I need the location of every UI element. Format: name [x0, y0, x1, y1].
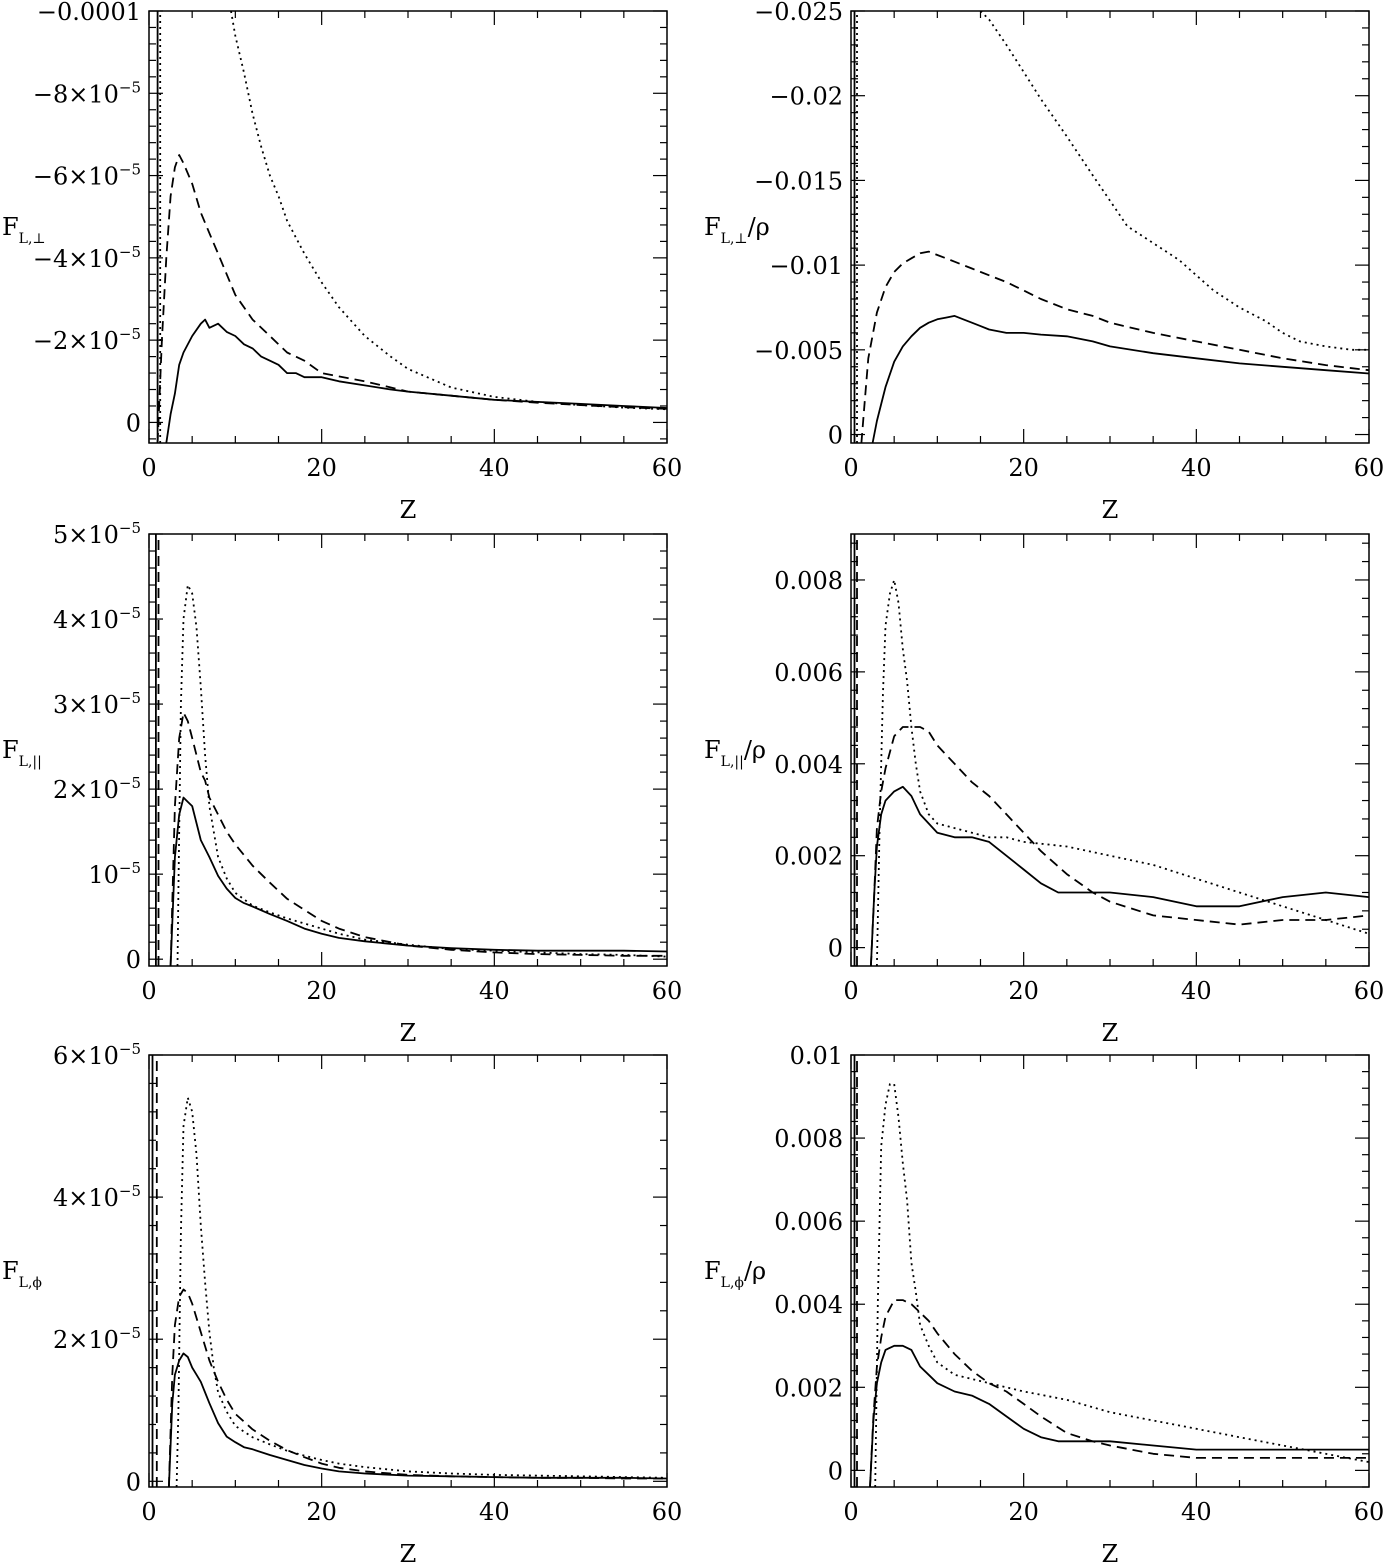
x-tick-label: 40 — [479, 454, 510, 482]
series-group — [156, 11, 667, 443]
y-axis-title: FL,ϕ — [2, 1257, 42, 1291]
x-axis-title: Z — [400, 1019, 417, 1047]
x-tick-label: 20 — [1008, 977, 1039, 1005]
y-tick-label: 0.002 — [774, 843, 843, 871]
y-axis-title: FL,||/ρ — [704, 736, 766, 770]
x-tick-label: 0 — [843, 977, 858, 1005]
chart-panel-p5: 0 20 40 60 0 2×10−5 4×10−5 6×10−5 Z FL,ϕ — [2, 1040, 682, 1564]
series-line-dashed — [869, 1299, 1369, 1487]
series-line-dotted — [979, 11, 1369, 351]
y-tick-label: 0.01 — [790, 1042, 843, 1070]
series-line-solid — [870, 785, 1369, 966]
x-axis-title: Z — [1102, 1019, 1119, 1047]
x-tick-label: 20 — [306, 1498, 337, 1526]
x-tick-label: 60 — [652, 977, 683, 1005]
y-tick-label: 3×10−5 — [53, 689, 141, 719]
x-axis-title: Z — [400, 1540, 417, 1564]
y-tick-label: 2×10−5 — [53, 774, 141, 804]
y-tick-label: 0 — [828, 1457, 843, 1485]
x-tick-label: 0 — [843, 1498, 858, 1526]
x-tick-label: 40 — [1181, 454, 1212, 482]
x-tick-label: 20 — [1008, 454, 1039, 482]
y-axis-title: FL,⊥ — [2, 213, 46, 247]
series-line-solid — [871, 314, 1369, 443]
series-line-solid — [869, 1344, 1369, 1487]
y-tick-label: 0.004 — [774, 1291, 843, 1319]
y-tick-label: 2×10−5 — [53, 1324, 141, 1354]
x-tick-label: 60 — [1354, 454, 1384, 482]
x-tick-label: 20 — [1008, 1498, 1039, 1526]
x-tick-label: 60 — [652, 454, 683, 482]
series-line-dotted — [874, 1083, 1369, 1487]
x-tick-label: 20 — [306, 454, 337, 482]
chart-panel-p4: 0 20 40 60 0 0.002 0.004 0.006 0.008 Z FL,||/ρ — [704, 533, 1384, 1047]
y-tick-label: 0 — [126, 409, 141, 437]
y-tick-label: −0.0001 — [37, 0, 141, 26]
y-tick-label: 0.006 — [774, 659, 843, 687]
x-tick-label: 0 — [141, 977, 156, 1005]
series-line-dotted — [175, 1096, 667, 1487]
x-tick-label: 40 — [1181, 977, 1212, 1005]
y-tick-label: −6×10−5 — [33, 161, 141, 191]
y-tick-label: 0.006 — [774, 1208, 843, 1236]
series-line-dotted — [176, 584, 667, 966]
y-tick-label: −4×10−5 — [33, 243, 141, 273]
chart-panel-p1: 0 20 40 60 0 −2×10−5 −4×10−5 −6×10−5 −8×10−5 −0.0… — [2, 0, 682, 524]
series-line-dashed — [860, 250, 1369, 443]
y-tick-label: −0.02 — [769, 83, 843, 111]
y-tick-label: −0.005 — [754, 337, 843, 365]
x-tick-label: 0 — [141, 454, 156, 482]
x-tick-label: 0 — [843, 454, 858, 482]
y-tick-label: 0.008 — [774, 567, 843, 595]
y-axis-title: FL,ϕ/ρ — [704, 1257, 766, 1291]
x-axis-title: Z — [400, 496, 417, 524]
y-axis-title: FL,⊥/ρ — [704, 213, 770, 247]
y-tick-label: −0.025 — [754, 0, 843, 26]
x-tick-label: 60 — [1354, 977, 1384, 1005]
y-tick-label: 4×10−5 — [53, 1182, 141, 1212]
y-tick-label: 0 — [126, 946, 141, 974]
y-tick-label: 0.008 — [774, 1125, 843, 1153]
chart-panel-p3: 0 20 40 60 0 10−5 2×10−5 3×10−5 4×10−5 5×10−5 Z FL,… — [2, 519, 682, 1047]
x-tick-label: 20 — [306, 977, 337, 1005]
y-tick-label: −8×10−5 — [33, 78, 141, 108]
series-group — [154, 534, 667, 966]
y-tick-label: 10−5 — [88, 859, 141, 889]
x-tick-label: 40 — [479, 977, 510, 1005]
series-line-dashed — [156, 154, 667, 443]
y-tick-label: 0 — [828, 422, 843, 450]
chart-panel-p2: 0 20 40 60 0 −0.005 −0.01 −0.015 −0.02 −0.025 Z FL,… — [704, 0, 1384, 524]
x-tick-label: 60 — [1354, 1498, 1384, 1526]
y-tick-label: 0 — [828, 935, 843, 963]
y-tick-label: −0.01 — [769, 252, 843, 280]
y-tick-label: 0.002 — [774, 1374, 843, 1402]
y-tick-label: −2×10−5 — [33, 325, 141, 355]
y-tick-label: −0.015 — [754, 167, 843, 195]
series-group — [853, 534, 1369, 966]
y-tick-label: 4×10−5 — [53, 604, 141, 634]
series-line-dashed — [169, 711, 667, 966]
series-line-dotted — [876, 579, 1369, 966]
series-group — [853, 11, 1369, 443]
series-group — [151, 1055, 667, 1487]
series-line-dashed — [168, 1288, 667, 1487]
y-tick-label: 5×10−5 — [53, 519, 141, 549]
y-tick-label: 6×10−5 — [53, 1040, 141, 1070]
x-axis-title: Z — [1102, 496, 1119, 524]
series-group — [853, 1055, 1369, 1487]
x-tick-label: 40 — [1181, 1498, 1212, 1526]
x-tick-label: 60 — [652, 1498, 683, 1526]
x-axis-title: Z — [1102, 1540, 1119, 1564]
y-tick-label: 0.004 — [774, 751, 843, 779]
y-axis-title: FL,|| — [2, 736, 42, 770]
x-tick-label: 0 — [141, 1498, 156, 1526]
y-tick-label: 0 — [126, 1468, 141, 1496]
x-tick-label: 40 — [479, 1498, 510, 1526]
chart-panel-p6: 0 20 40 60 0 0.002 0.004 0.006 0.008 0.01 Z FL,ϕ/ρ — [704, 1042, 1384, 1564]
